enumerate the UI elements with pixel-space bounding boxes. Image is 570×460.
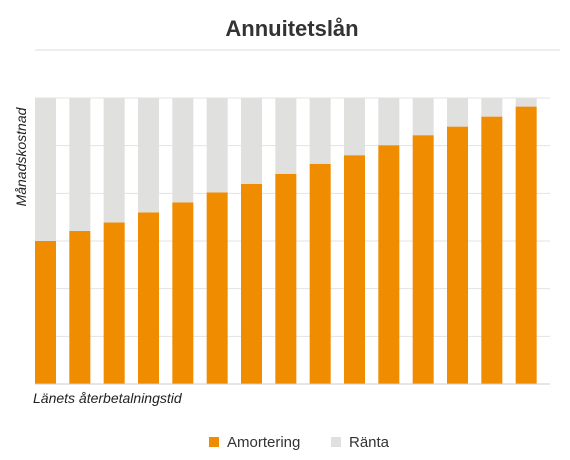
bar-amortering: [241, 183, 262, 384]
bar-amortering: [412, 135, 434, 384]
bar-amortering: [275, 173, 297, 384]
legend-swatch-amortering: [209, 437, 219, 447]
y-axis-label: Månadskostnad: [13, 106, 29, 206]
bar-amortering: [447, 126, 468, 384]
legend-label-amortering: Amortering: [227, 434, 300, 451]
bar-ranta: [172, 98, 194, 203]
bar-amortering: [515, 106, 537, 384]
bar-amortering: [378, 145, 400, 384]
bar-amortering: [69, 230, 91, 384]
legend: Amortering Ränta: [209, 434, 390, 451]
bar-ranta: [35, 98, 56, 241]
bar-ranta: [344, 98, 365, 156]
bars: [35, 98, 537, 384]
bar-amortering: [35, 241, 56, 384]
chart-title: Annuitetslån: [225, 16, 358, 41]
bar-ranta: [103, 98, 125, 223]
bar-ranta: [275, 98, 297, 174]
bar-ranta: [309, 98, 331, 164]
bar-amortering: [481, 116, 503, 384]
bar-ranta: [447, 98, 468, 127]
bar-ranta: [69, 98, 91, 231]
bar-ranta: [481, 98, 503, 117]
bar-ranta: [241, 98, 262, 184]
bar-amortering: [103, 222, 125, 384]
bar-ranta: [138, 98, 159, 213]
bar-amortering: [206, 192, 228, 384]
legend-label-ranta: Ränta: [349, 434, 390, 451]
bar-amortering: [172, 202, 194, 384]
bar-amortering: [138, 212, 159, 384]
bar-ranta: [515, 98, 537, 107]
bar-ranta: [378, 98, 400, 146]
legend-swatch-ranta: [331, 437, 341, 447]
bar-ranta: [412, 98, 434, 136]
x-axis-label: Länets återbetalningstid: [33, 390, 183, 406]
bar-ranta: [206, 98, 228, 193]
bar-amortering: [344, 155, 365, 384]
bar-amortering: [309, 163, 331, 384]
